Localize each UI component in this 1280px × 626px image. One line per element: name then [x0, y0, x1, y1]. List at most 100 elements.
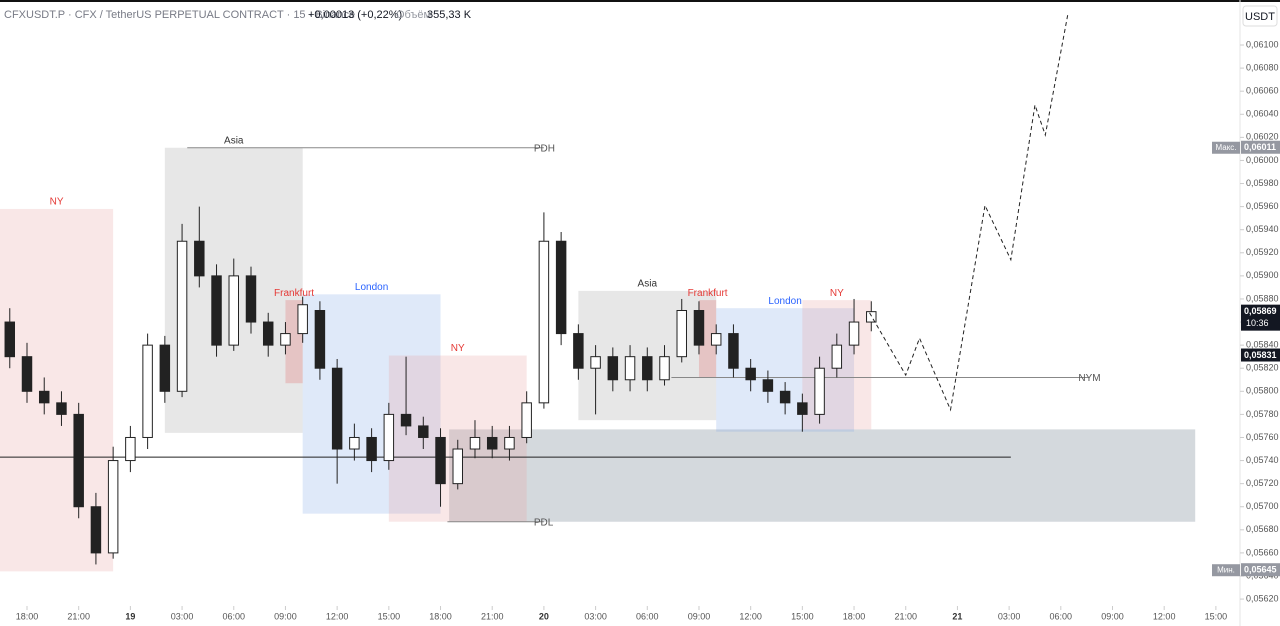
candle-body [211, 275, 222, 346]
candle-body [435, 436, 446, 485]
y-tick-label: 0,05760 [1246, 432, 1279, 442]
x-tick-label: 09:00 [688, 611, 711, 621]
x-tick-label: 03:00 [998, 611, 1021, 621]
currency-box[interactable] [1242, 5, 1278, 27]
candle-body [56, 402, 67, 415]
session-label: Asia [224, 135, 244, 146]
candle-body [745, 367, 756, 381]
candle-body [314, 310, 326, 369]
candle-body [4, 321, 16, 358]
candle-body [366, 436, 377, 462]
x-tick-label: 12:00 [326, 611, 349, 621]
candle-body [349, 436, 360, 450]
candle-body [659, 356, 670, 381]
candle-body [538, 240, 550, 404]
session-label: Frankfurt [274, 288, 314, 299]
price-tag-label: Мин. [1217, 565, 1235, 574]
x-tick-label: 19 [125, 611, 135, 621]
candle-body [245, 275, 257, 323]
price-tag-box [1241, 304, 1280, 331]
candle-body [159, 344, 171, 392]
candle-body [728, 333, 739, 369]
volume-label: Объём [396, 9, 431, 21]
candle-body [280, 333, 291, 346]
candle-body [297, 304, 308, 335]
session-box [302, 294, 441, 514]
candle-body [521, 402, 532, 438]
candle-body [331, 367, 343, 450]
candle-body [573, 333, 584, 369]
y-tick-label: 0,05800 [1246, 386, 1279, 396]
x-tick-label: 21:00 [894, 611, 917, 621]
y-tick-label: 0,05900 [1246, 270, 1279, 280]
candle-body [418, 425, 429, 438]
candle-body [848, 321, 860, 346]
x-tick-label: 12:00 [739, 611, 762, 621]
price-tag-box [1241, 348, 1280, 362]
session-label: NY [830, 288, 844, 299]
volume: 355,33 K [427, 9, 472, 21]
candle-body [73, 413, 84, 508]
candle-body [814, 367, 825, 415]
session-label: London [355, 282, 388, 293]
x-tick-label: 15:00 [1205, 611, 1228, 621]
price-tag-box [1241, 563, 1280, 577]
x-tick-label: 18:00 [843, 611, 866, 621]
y-tick-label: 0,06060 [1246, 86, 1279, 96]
candle-body [866, 311, 877, 323]
price-tag-label-box [1212, 141, 1240, 154]
candle-body [779, 390, 791, 404]
session-label: NY [451, 343, 465, 354]
plot: NY Asia London Frankfurt NY Asia Frankfurt Lond… [0, 14, 1196, 572]
x-tick-label: 18:00 [429, 611, 452, 621]
candle-body [624, 356, 636, 381]
candle-body [90, 506, 102, 554]
x-tick-label: 21 [952, 611, 962, 621]
projection [869, 14, 1069, 412]
y-tick-label: 0,05680 [1246, 524, 1279, 534]
candle-body [38, 390, 50, 404]
x-tick-label: 12:00 [1153, 611, 1176, 621]
candle-body [607, 356, 619, 381]
x-tick-label: 21:00 [67, 611, 90, 621]
candle-body [693, 310, 705, 346]
y-tick-label: 0,05660 [1246, 547, 1279, 557]
candle-body [400, 413, 412, 427]
candle-body [642, 356, 653, 381]
x-tick-label: 06:00 [1050, 611, 1073, 621]
y-tick-label: 0,05620 [1246, 593, 1279, 603]
candle-body [469, 436, 481, 450]
y-tick-label: 0,05720 [1246, 478, 1279, 488]
y-tick-label: 0,05740 [1246, 455, 1279, 465]
candle-body [452, 448, 463, 485]
price-tag: 0,05869 [1244, 306, 1277, 316]
y-tick-label: 0,06040 [1246, 109, 1279, 119]
candle-body [125, 436, 136, 462]
x-tick-label: 06:00 [222, 611, 245, 621]
candle-body [228, 275, 239, 346]
level-label: PDH [534, 143, 555, 154]
candle-body [486, 436, 498, 450]
y-tick-label: 0,05960 [1246, 201, 1279, 211]
candle-body [590, 356, 601, 369]
change: +0,00013 (+0,22%) [308, 9, 402, 21]
y-tick-label: 0,05940 [1246, 224, 1279, 234]
level-label: NYM [1078, 373, 1100, 384]
y-tick-label: 0,05880 [1246, 293, 1279, 303]
currency[interactable]: USDT [1245, 11, 1275, 23]
session-label: Frankfurt [688, 288, 728, 299]
x-tick-label: 06:00 [636, 611, 659, 621]
x-tick-label: 15:00 [791, 611, 814, 621]
y-tick-label: 0,06080 [1246, 62, 1279, 72]
price-tag: 0,05645 [1244, 565, 1277, 575]
y-tick-label: 0,06000 [1246, 155, 1279, 165]
y-tick-label: 0,06100 [1246, 39, 1279, 49]
price-tag-label: Макс. [1215, 143, 1236, 152]
x-tick-label: 03:00 [171, 611, 194, 621]
candle-body [555, 240, 567, 335]
candle-body [504, 436, 515, 450]
candle-body [797, 402, 808, 415]
candle-body [762, 379, 774, 392]
session-label: London [768, 296, 801, 307]
